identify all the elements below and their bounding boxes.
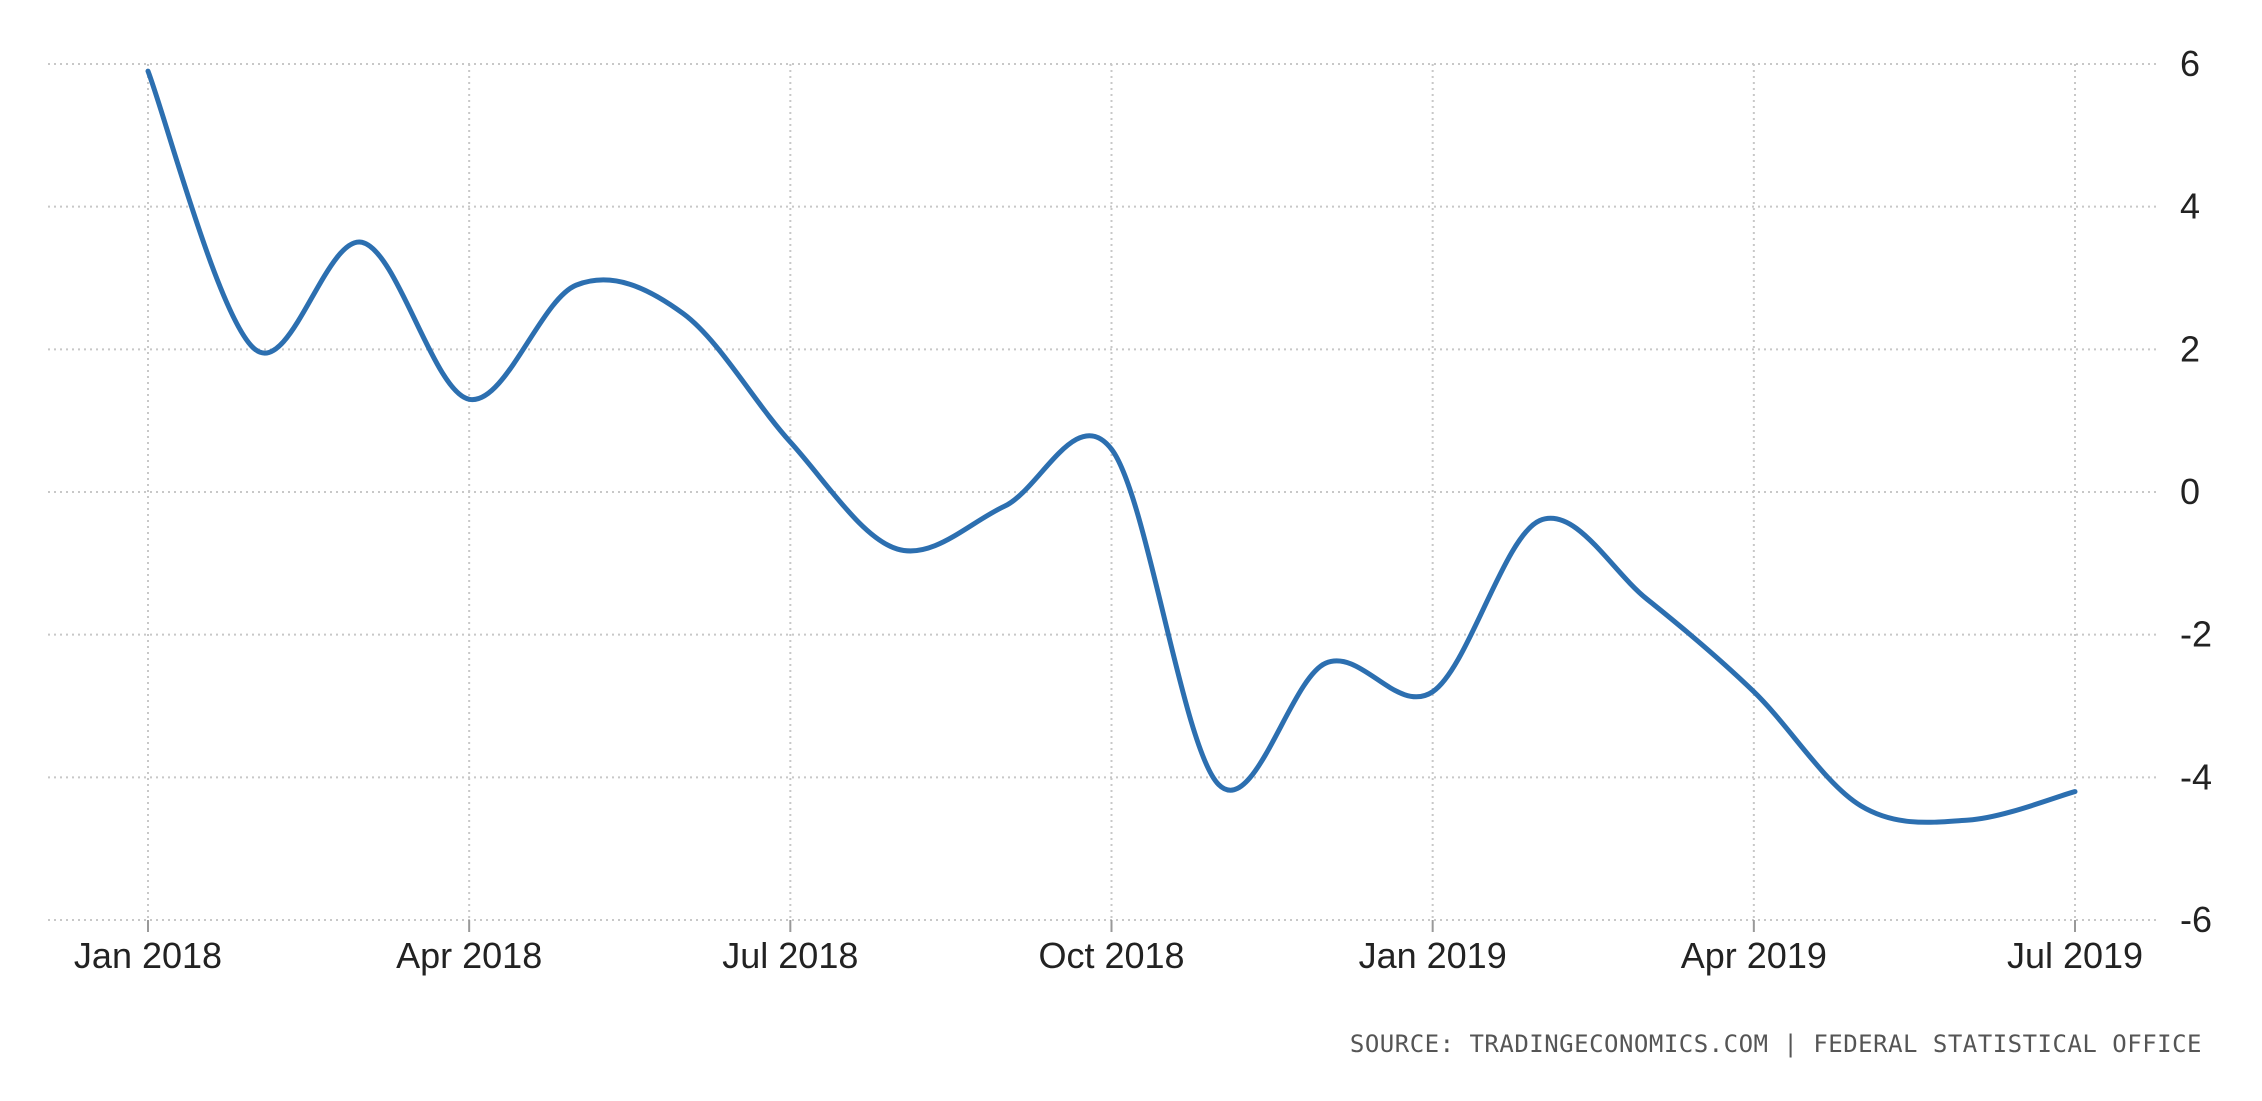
data-point[interactable] (572, 281, 580, 289)
data-point[interactable] (251, 345, 259, 353)
y-tick-label: 2 (2180, 328, 2200, 369)
source-note: SOURCE: TRADINGECONOMICS.COM | FEDERAL S… (1349, 1030, 2202, 1058)
x-tick-label: Apr 2019 (1681, 935, 1827, 976)
data-point[interactable] (465, 395, 473, 403)
series-line (145, 68, 2078, 825)
data-point[interactable] (1000, 502, 1008, 510)
y-tick-label: -4 (2180, 756, 2212, 797)
x-tick-label: Jan 2018 (74, 935, 222, 976)
y-tick-label: 0 (2180, 471, 2200, 512)
y-tick-label: -2 (2180, 614, 2212, 655)
data-point[interactable] (1964, 816, 1972, 824)
x-tick-label: Oct 2018 (1038, 935, 1184, 976)
data-point[interactable] (1857, 802, 1865, 810)
data-point[interactable] (1215, 780, 1223, 788)
x-tick-label: Jul 2018 (722, 935, 858, 976)
data-point[interactable] (2071, 788, 2079, 796)
data-point[interactable] (1750, 688, 1758, 696)
x-tick-label: Jan 2019 (1359, 935, 1507, 976)
data-point[interactable] (1429, 688, 1437, 696)
data-point[interactable] (679, 310, 687, 318)
data-point[interactable] (786, 438, 794, 446)
data-point[interactable] (1108, 445, 1116, 453)
x-tick-label: Apr 2018 (396, 935, 542, 976)
data-point[interactable] (358, 238, 366, 246)
y-tick-label: 4 (2180, 186, 2200, 227)
data-point[interactable] (1643, 595, 1651, 603)
x-tick-label: Jul 2019 (2007, 935, 2143, 976)
data-point[interactable] (1322, 659, 1330, 667)
gridlines (48, 63, 2158, 921)
data-point[interactable] (144, 67, 152, 75)
data-point[interactable] (1536, 517, 1544, 525)
y-tick-label: 6 (2180, 43, 2200, 84)
y-tick-label: -6 (2180, 899, 2212, 940)
data-point[interactable] (893, 545, 901, 553)
